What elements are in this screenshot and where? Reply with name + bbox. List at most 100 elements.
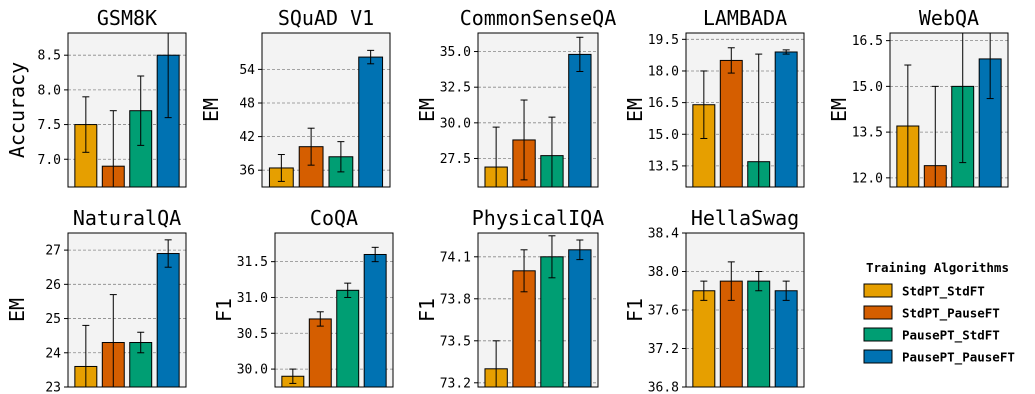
error-bar [337,141,345,173]
chart-title: GSM8K [97,6,157,30]
chart-panel-physicaliqa: 73.2 73.5 73.8 74.1 PhysicalIQA F1 [415,206,604,391]
legend-swatch [863,283,893,298]
y-tick-label: 18.0 [648,64,679,79]
y-tick-label: 37.6 [648,304,679,319]
y-axis-label: EM [827,98,851,122]
y-tick-label: 24 [45,346,61,361]
y-tick-label: 19.5 [648,33,679,48]
error-bar [82,324,90,387]
plot-frame [685,232,805,388]
y-axis-label: F1 [623,298,647,322]
legend-entry-stdpt-pauseft: StdPT_PauseFT [863,305,1000,322]
error-bar [109,294,117,387]
y-tick-label: 13.5 [648,159,679,174]
chart-title: CoQA [310,206,358,230]
y-tick-label: 26 [45,278,61,293]
chart-panel-coqa: 30.0 30.5 31.0 31.5 CoQA F1 [212,206,394,388]
error-bar [548,116,556,187]
y-tick-label: 30.5 [237,327,268,342]
legend-entry-pausept-stdft: PausePT_StdFT [863,327,1000,344]
bar-stdpt-pauseft [719,59,743,188]
error-bar [492,126,500,187]
bar-stdpt-pauseft [308,318,332,388]
error-bar [307,127,315,166]
y-tick-label: 16.5 [648,96,679,111]
y-tick-label: 36 [239,164,255,179]
error-bar [576,239,584,261]
error-bar [959,33,967,164]
error-bar [109,110,117,187]
error-bar [520,249,528,293]
y-tick-label: 73.2 [440,376,471,391]
legend-label: StdPT_PauseFT [902,306,1000,322]
chart-title: SQuAD V1 [278,6,374,30]
chart-panel-naturalqa: 23 24 25 26 27 NaturalQA EM [5,206,187,394]
y-tick-label: 36.8 [648,381,679,394]
bar-pausept-pauseft [568,249,592,388]
error-bar [931,85,939,187]
y-axis-label: EM [623,98,647,122]
legend: Training Algorithms StdPT_StdFT StdPT_Pau… [863,260,1015,366]
legend-label: StdPT_StdFT [902,284,985,300]
error-bar [316,311,324,327]
y-tick-label: 15.0 [648,128,679,143]
bar-pausept-pauseft [363,253,387,388]
error-bar [344,282,352,298]
chart-panel-webqa: 12.0 13.5 15.0 16.5 WebQA EM [827,6,1009,188]
plot-frame [67,32,187,188]
error-bar [782,49,790,55]
y-tick-label: 32.5 [440,81,471,96]
chart-title: HellaSwag [691,206,799,230]
y-axis-label: F1 [415,298,439,322]
legend-title: Training Algorithms [866,260,1009,275]
error-bar [700,280,708,301]
chart-title: LAMBADA [703,6,787,30]
error-bar [548,235,556,279]
y-tick-label: 30.0 [440,116,471,131]
y-tick-label: 25 [45,312,61,327]
error-bar [277,154,285,182]
bar-pausept-pauseft [774,290,798,388]
y-axis-label: F1 [212,298,236,322]
bar-pausept-stdft [747,280,771,388]
plot-frame [67,232,187,388]
chart-title: PhysicalIQA [472,206,604,230]
bar-pausept-pauseft [358,56,384,188]
error-bar [520,99,528,181]
chart-title: CommonSenseQA [460,6,617,30]
plot-frame [477,32,599,188]
legend-label: PausePT_StdFT [902,328,1000,344]
error-bar [782,280,790,301]
plot-frame [477,232,599,388]
error-bar [82,96,90,153]
bar-pausept-pauseft [568,53,592,188]
y-axis-label: EM [415,98,439,122]
legend-label: PausePT_PauseFT [902,350,1015,366]
y-tick-label: 35.0 [440,45,471,60]
plot-frame [889,32,1009,188]
y-tick-label: 27 [45,244,61,259]
chart-panel-squad-v1: 36 42 48 54 SQuAD V1 EM [199,6,391,188]
y-tick-label: 7.0 [38,153,61,168]
chart-title: NaturalQA [73,206,181,230]
y-tick-label: 42 [239,130,255,145]
plot-frame [685,32,805,188]
error-bar [727,47,735,74]
y-tick-label: 12.0 [852,171,883,186]
error-bar [576,36,584,72]
error-bar [137,75,145,146]
legend-swatch [863,327,893,342]
y-tick-label: 23 [45,381,61,394]
y-tick-label: 37.2 [648,342,679,357]
y-tick-label: 48 [239,97,255,112]
y-tick-label: 38.4 [648,227,679,242]
y-tick-label: 8.0 [38,83,61,98]
chart-panel-gsm8k: 7.0 7.5 8.0 8.5 GSM8K Accuracy [5,6,187,188]
bar-pausept-stdft [336,289,360,388]
chart-title: WebQA [919,6,979,30]
y-tick-label: 54 [239,63,255,78]
y-axis-label: EM [5,298,29,322]
y-tick-label: 7.5 [38,118,61,133]
error-bar [755,271,763,292]
